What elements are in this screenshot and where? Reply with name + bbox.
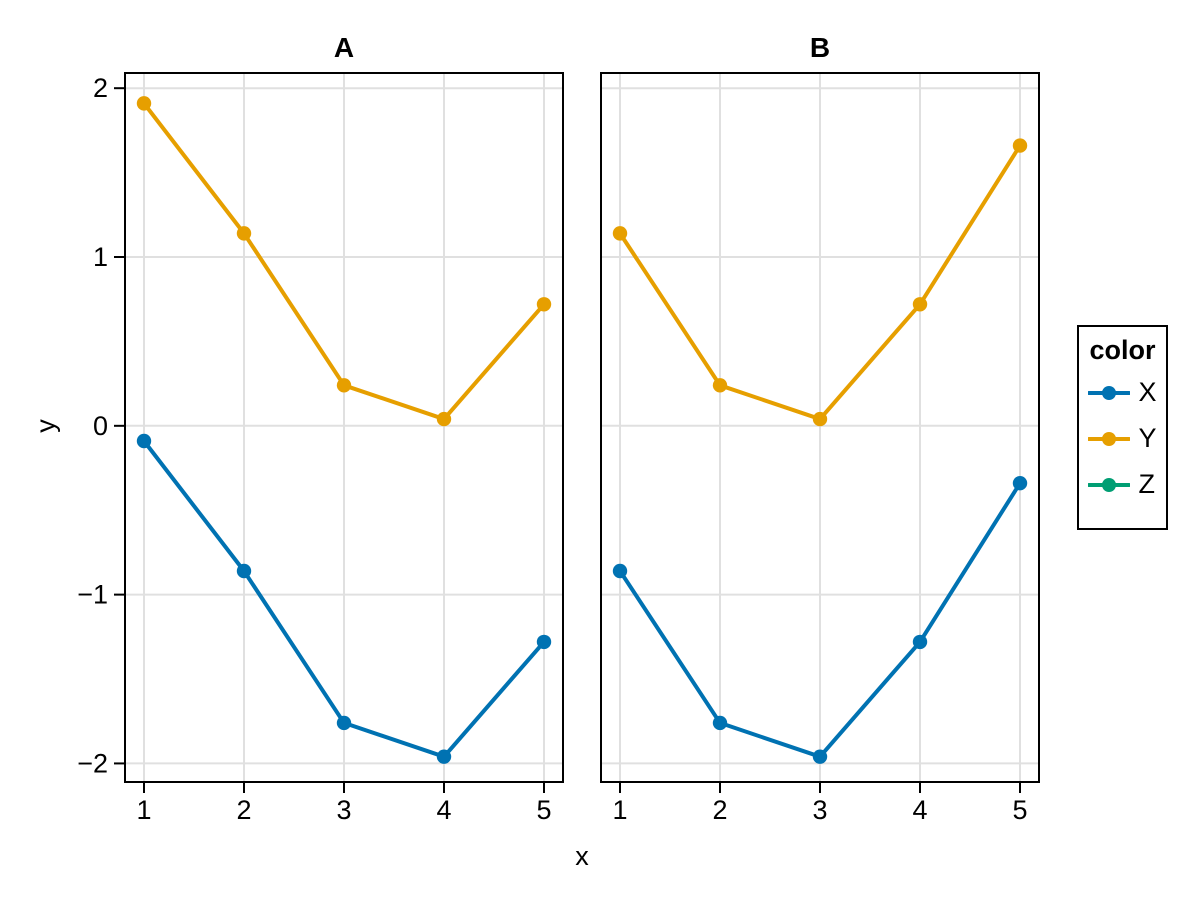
data-point-x: [436, 749, 452, 764]
x-axis-label: x: [575, 841, 589, 871]
y-tick-label: −1: [77, 580, 108, 610]
data-point-x: [612, 563, 628, 579]
data-point-y: [812, 411, 828, 427]
panel-title-a: A: [334, 32, 354, 63]
data-point-x: [912, 634, 928, 650]
data-point-y: [536, 297, 552, 312]
data-point-y: [912, 297, 928, 312]
legend-dot: [1102, 477, 1117, 492]
x-tick-label: 3: [336, 795, 351, 825]
data-point-x: [236, 563, 252, 579]
data-point-y: [1012, 138, 1028, 153]
legend-entry-y: Y: [1088, 416, 1157, 462]
legend-dot: [1102, 385, 1117, 400]
data-point-y: [136, 96, 152, 111]
data-point-x: [536, 634, 552, 650]
legend-marker-y-icon: [1088, 431, 1131, 446]
data-point-y: [436, 411, 452, 427]
legend-entry-label: X: [1138, 377, 1157, 408]
legend-entry-x: X: [1088, 370, 1157, 416]
panel-frame: [600, 72, 1040, 783]
data-point-x: [136, 433, 152, 449]
data-point-y: [336, 378, 352, 393]
y-tick-label: 2: [93, 73, 108, 103]
x-tick-label: 2: [712, 795, 727, 825]
y-axis-label: y: [30, 419, 61, 433]
data-point-x: [812, 749, 828, 764]
x-tick-label: 2: [236, 795, 251, 825]
panel-frame: [124, 72, 564, 783]
data-point-y: [236, 226, 252, 241]
y-tick-label: −2: [77, 748, 108, 778]
legend-marker-x-icon: [1088, 385, 1131, 400]
panel-title-b: B: [810, 32, 830, 63]
x-tick-label: 5: [1012, 795, 1027, 825]
legend-entry-label: Y: [1138, 423, 1157, 454]
data-point-x: [336, 715, 352, 731]
y-tick-label: 1: [93, 242, 108, 272]
x-tick-label: 4: [912, 795, 927, 825]
data-point-y: [712, 378, 728, 393]
legend-entry-label: Z: [1138, 469, 1155, 500]
x-tick-label: 1: [612, 795, 627, 825]
y-tick-label: 0: [93, 411, 108, 441]
x-tick-label: 4: [436, 795, 451, 825]
legend-title: color: [1089, 335, 1156, 365]
data-point-y: [612, 226, 628, 241]
facet-panel-b: 1 2 3 4 5 B: [600, 32, 1040, 825]
data-point-x: [1012, 476, 1028, 491]
legend-marker-z-icon: [1088, 477, 1131, 492]
x-tick-label: 5: [536, 795, 551, 825]
legend-dot: [1102, 431, 1117, 446]
x-tick-label: 3: [812, 795, 827, 825]
legend-entry-z: Z: [1088, 462, 1156, 508]
x-tick-label: 1: [136, 795, 151, 825]
facet-panel-a: 1 2 3 4 5 −2 −1 0 1 2 A: [77, 32, 564, 825]
data-point-x: [712, 715, 728, 731]
